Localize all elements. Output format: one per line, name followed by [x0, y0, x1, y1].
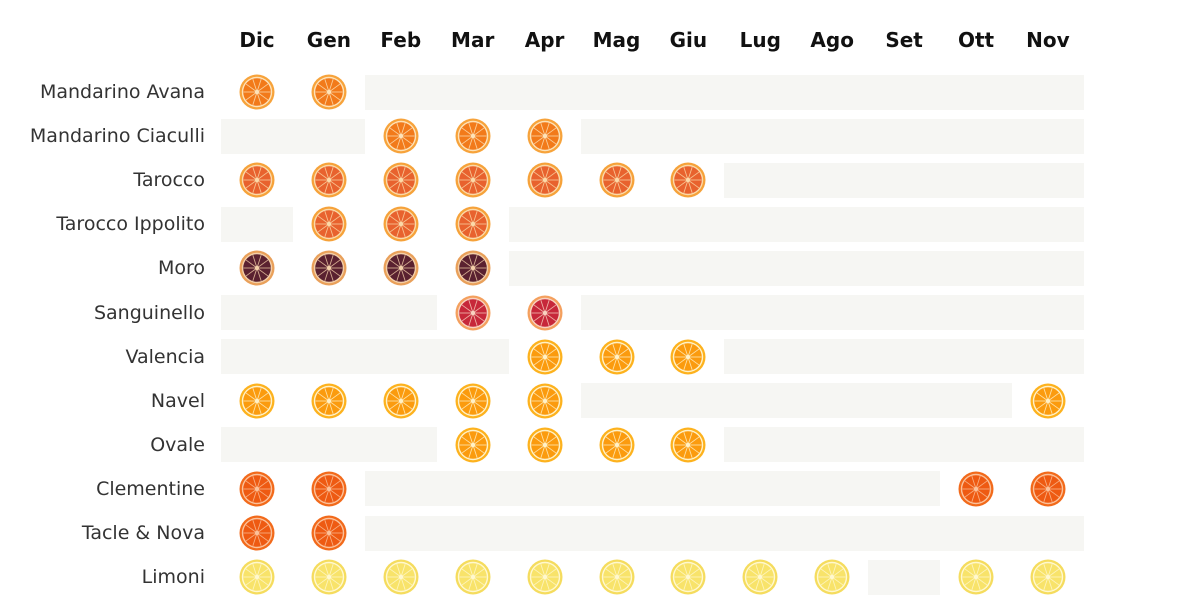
mandarin-fruit-icon	[455, 118, 491, 154]
row-label: Limoni	[141, 566, 205, 589]
lemon-fruit-icon	[670, 559, 706, 595]
tarocco-fruit-icon	[527, 162, 563, 198]
mandarin-fruit-icon	[527, 118, 563, 154]
month-header: Mag	[592, 28, 641, 52]
moro-fruit-icon	[455, 250, 491, 286]
row-label: Mandarino Ciaculli	[29, 125, 205, 148]
clementine-fruit-icon	[1030, 471, 1066, 507]
orange-fruit-icon	[670, 427, 706, 463]
lemon-fruit-icon	[814, 559, 850, 595]
month-header: Nov	[1026, 28, 1070, 52]
lemon-fruit-icon	[383, 559, 419, 595]
month-header: Gen	[306, 28, 351, 52]
off-season-bar	[221, 206, 293, 242]
month-header: Ago	[810, 28, 854, 52]
tarocco-fruit-icon	[670, 162, 706, 198]
row-label: Mandarino Avana	[39, 81, 205, 103]
orange-fruit-icon	[527, 383, 563, 419]
off-season-bar	[508, 206, 1084, 242]
orange-fruit-icon	[599, 427, 635, 463]
clementine-fruit-icon	[239, 471, 275, 507]
row-label: Moro	[157, 257, 205, 280]
lemon-fruit-icon	[599, 559, 635, 595]
tarocco-fruit-icon	[383, 206, 419, 242]
moro-fruit-icon	[383, 250, 419, 286]
row-label: Ovale	[150, 433, 205, 456]
off-season-bar	[221, 427, 437, 463]
lemon-fruit-icon	[239, 559, 275, 595]
month-header: Lug	[739, 28, 781, 52]
off-season-bar	[221, 339, 509, 375]
off-season-bar	[364, 74, 1084, 110]
off-season-bar	[221, 295, 437, 330]
lemon-fruit-icon	[455, 559, 491, 595]
lemon-fruit-icon	[1030, 559, 1066, 595]
row-label: Tacle & Nova	[81, 522, 205, 544]
mandarin-fruit-icon	[383, 118, 419, 154]
mandarin-fruit-icon	[239, 74, 275, 110]
month-header: Ott	[957, 28, 995, 52]
row-label: Tarocco	[133, 169, 205, 192]
mandarin-fruit-icon	[311, 74, 347, 110]
month-header: Mar	[451, 28, 495, 52]
row-label: Clementine	[96, 477, 205, 500]
lemon-fruit-icon	[958, 559, 994, 595]
orange-fruit-icon	[670, 339, 706, 375]
moro-fruit-icon	[239, 250, 275, 286]
off-season-bar	[508, 250, 1084, 286]
orange-fruit-icon	[527, 427, 563, 463]
tarocco-fruit-icon	[455, 162, 491, 198]
row-label: Sanguinello	[93, 301, 205, 324]
lemon-fruit-icon	[742, 559, 778, 595]
clementine-fruit-icon	[239, 515, 275, 551]
tarocco-fruit-icon	[239, 162, 275, 198]
tarocco-fruit-icon	[311, 206, 347, 242]
month-header: Giu	[669, 28, 708, 52]
clementine-fruit-icon	[311, 515, 347, 551]
off-season-bar	[364, 471, 941, 507]
orange-fruit-icon	[455, 383, 491, 419]
orange-fruit-icon	[599, 339, 635, 375]
orange-fruit-icon	[311, 383, 347, 419]
month-header: Dic	[239, 28, 275, 52]
month-header: Set	[885, 28, 923, 52]
off-season-bar	[724, 162, 1084, 198]
off-season-bar	[580, 118, 1084, 154]
off-season-bar	[724, 339, 1084, 375]
orange-fruit-icon	[527, 339, 563, 375]
lemon-fruit-icon	[311, 559, 347, 595]
orange-fruit-icon	[383, 383, 419, 419]
off-season-bar	[364, 515, 1084, 551]
off-season-bar	[724, 427, 1084, 463]
tarocco-fruit-icon	[599, 162, 635, 198]
lemon-fruit-icon	[527, 559, 563, 595]
tarocco-fruit-icon	[311, 162, 347, 198]
off-season-bar	[580, 295, 1084, 330]
off-season-bar	[221, 118, 365, 154]
sanguinello-fruit-icon	[527, 295, 563, 331]
tarocco-fruit-icon	[455, 206, 491, 242]
orange-fruit-icon	[1030, 383, 1066, 419]
row-label: Navel	[150, 389, 205, 412]
row-label: Tarocco Ippolito	[56, 213, 205, 236]
month-header: Feb	[380, 28, 422, 52]
sanguinello-fruit-icon	[455, 295, 491, 331]
orange-fruit-icon	[239, 383, 275, 419]
orange-fruit-icon	[455, 427, 491, 463]
off-season-bar	[868, 559, 941, 595]
tarocco-fruit-icon	[383, 162, 419, 198]
clementine-fruit-icon	[958, 471, 994, 507]
clementine-fruit-icon	[311, 471, 347, 507]
off-season-bar	[580, 383, 1012, 419]
moro-fruit-icon	[311, 250, 347, 286]
row-label: Valencia	[125, 345, 205, 368]
month-header: Apr	[524, 28, 565, 52]
